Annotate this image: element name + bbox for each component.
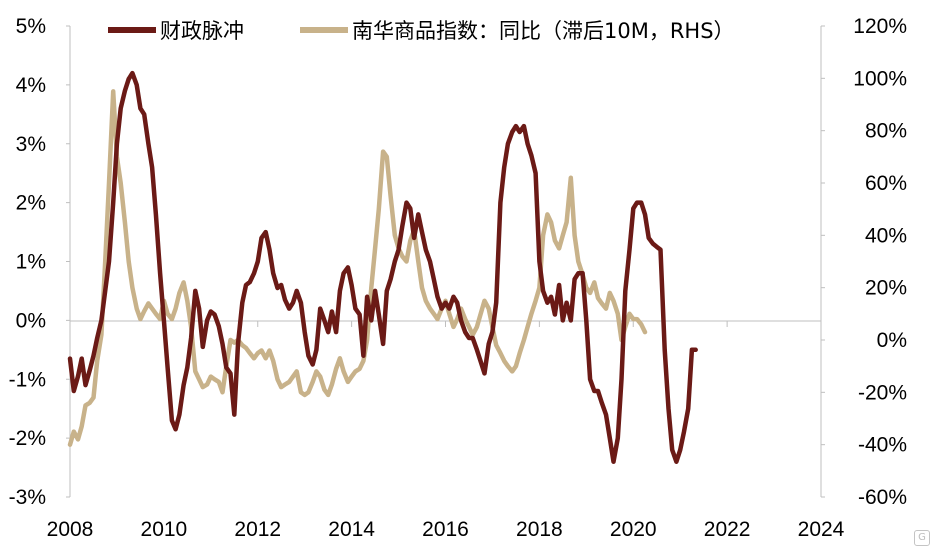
y-right-tick-label: 80%	[865, 120, 907, 143]
x-tick-label: 2008	[47, 518, 94, 541]
y-left-tick-label: -3%	[9, 486, 46, 509]
y-left-tick-label: 0%	[16, 309, 46, 332]
y-right-tick-label: -60%	[858, 486, 907, 509]
legend: 财政脉冲 南华商品指数：同比（滞后10M，RHS）	[108, 19, 735, 43]
legend-label-fiscal-impulse: 财政脉冲	[160, 19, 244, 43]
y-left-tick-label: 4%	[16, 74, 46, 97]
watermark: G	[914, 530, 930, 546]
y-right-tick-label: 40%	[865, 224, 907, 247]
series-layer	[67, 70, 698, 464]
watermark-logo-icon: G	[914, 530, 930, 546]
series-line-nanhua-index	[67, 89, 648, 447]
x-tick-label: 2022	[704, 518, 751, 541]
y-right-tick-label: 120%	[853, 15, 907, 38]
x-tick-label: 2014	[328, 518, 375, 541]
x-tick-label: 2010	[141, 518, 188, 541]
x-tick-label: 2018	[516, 518, 563, 541]
y-right-tick-label: 20%	[865, 277, 907, 300]
y-left-tick-label: 1%	[16, 251, 46, 274]
y-left-tick-label: 2%	[16, 192, 46, 215]
y-left-tick-label: -2%	[9, 427, 46, 450]
y-left-tick-label: 5%	[16, 15, 46, 38]
y-right-tick-label: 60%	[865, 172, 907, 195]
x-tick-label: 2012	[234, 518, 281, 541]
series-line-fiscal-impulse	[67, 70, 698, 464]
y-right-tick-label: 0%	[877, 329, 907, 352]
y-left-tick-label: -1%	[9, 368, 46, 391]
legend-label-nanhua-index: 南华商品指数：同比（滞后10M，RHS）	[352, 19, 735, 43]
y-left-tick-label: 3%	[16, 133, 46, 156]
x-tick-label: 2016	[422, 518, 469, 541]
y-right-tick-label: -20%	[858, 381, 907, 404]
y-right-tick-label: 100%	[853, 67, 907, 90]
y-right-tick-label: -40%	[858, 434, 907, 457]
x-tick-label: 2024	[798, 518, 845, 541]
axes: 5% 4% 3% 2% 1% 0% -1% -2% -3% 120% 100% 80% 60% 40% 20…	[9, 15, 907, 541]
x-tick-label: 2020	[610, 518, 657, 541]
